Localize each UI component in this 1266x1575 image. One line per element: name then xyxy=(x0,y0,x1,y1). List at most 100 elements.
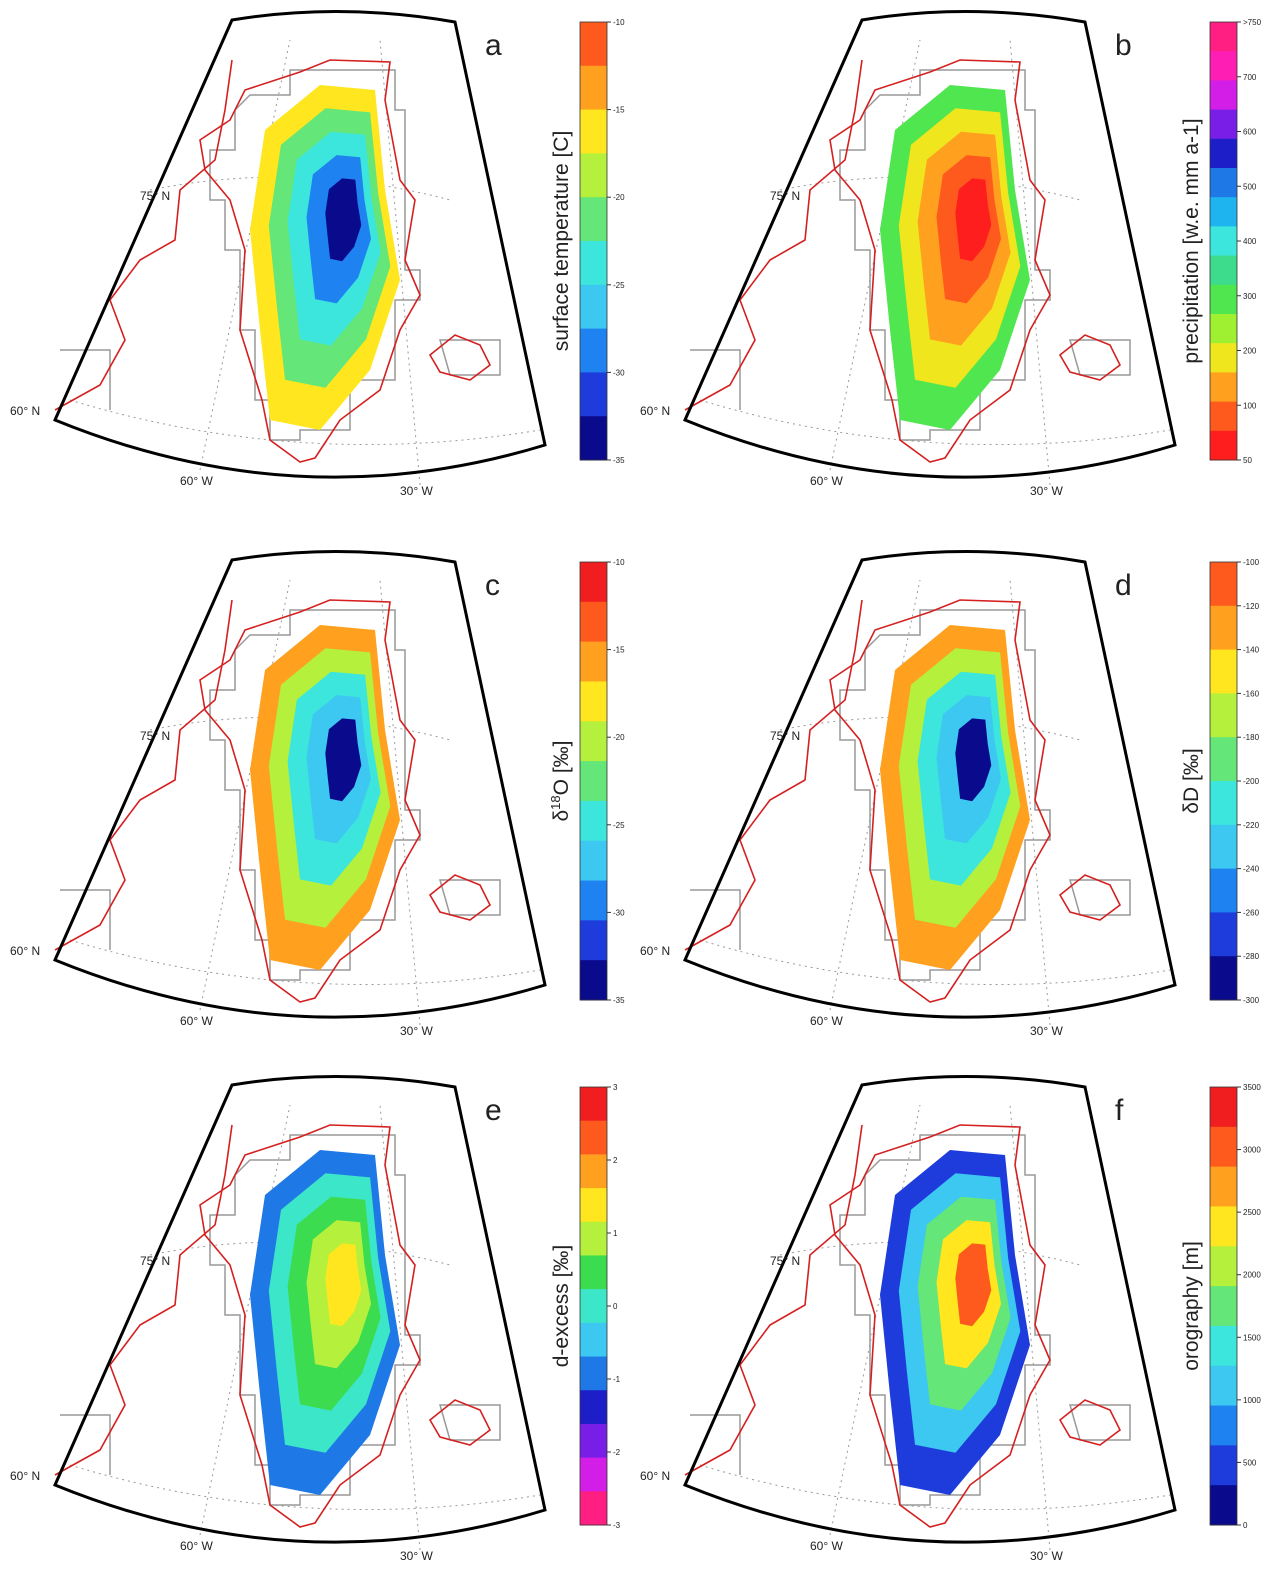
coastline xyxy=(54,1124,492,1528)
colorbar-band xyxy=(580,1087,607,1122)
model-grid-outline xyxy=(60,69,501,441)
colorbar-band xyxy=(580,960,607,1001)
colorbar-band xyxy=(580,197,607,242)
colorbar-band xyxy=(1210,168,1237,198)
colorbar-tick-label: >750 xyxy=(1243,18,1262,27)
colorbar-band xyxy=(1210,255,1237,286)
coastline xyxy=(684,599,1122,1003)
map-panel: e 75° N 60° N 60° W 30° W 3 2 1 0 -1 -2 -3 d-excess … xyxy=(10,1075,621,1563)
colorbar-band xyxy=(1210,1365,1237,1407)
colorbar-band xyxy=(580,562,607,603)
colorbar-band xyxy=(580,1221,607,1256)
latitude-label: 60° N xyxy=(10,404,40,418)
latitude-label: 75° N xyxy=(770,1254,800,1268)
colorbar-tick-label: -220 xyxy=(1243,821,1260,830)
colorbar-label-part: O [‰] xyxy=(550,740,573,795)
colorbar-label-part: 18 xyxy=(548,795,563,809)
colorbar-tick-label: 0 xyxy=(1243,1521,1248,1530)
coastline xyxy=(54,599,492,1003)
colorbar-band xyxy=(1210,1087,1237,1128)
colorbar-band xyxy=(580,1390,607,1425)
colorbar-label: δD [‰] xyxy=(1180,748,1203,813)
colorbar-label-part: δ xyxy=(550,810,573,822)
colorbar-band xyxy=(1210,138,1237,169)
colorbar-band xyxy=(1210,1286,1237,1327)
colorbar-tick-label: 300 xyxy=(1243,292,1257,301)
colorbar-tick-label: 2000 xyxy=(1243,1271,1261,1280)
map-panel: d 75° N 60° N 60° W 30° W -100 -120 -140 -160 -18… xyxy=(640,550,1260,1038)
colorbar-tick-label: -2 xyxy=(613,1448,621,1457)
colorbar-tick-label: -15 xyxy=(613,646,625,655)
colorbar-tick-label: -10 xyxy=(613,18,625,27)
map-border xyxy=(53,550,547,1019)
longitude-label: 30° W xyxy=(400,1024,433,1038)
colorbar-label-part: surface temperature [C] xyxy=(550,131,573,352)
colorbar-label: orography [m] xyxy=(1180,1241,1203,1371)
colorbar-tick-label: 3000 xyxy=(1243,1146,1261,1155)
colorbar-frame xyxy=(579,21,608,461)
colorbar-band xyxy=(580,416,607,461)
ice-field xyxy=(325,718,362,802)
colorbar-band xyxy=(580,1423,607,1459)
longitude-label: 60° W xyxy=(180,1014,213,1028)
colorbar-band xyxy=(580,1120,607,1155)
colorbar-band xyxy=(580,65,607,111)
colorbar-band xyxy=(1210,22,1237,52)
colorbar-label-part: d-excess [‰] xyxy=(550,1245,573,1368)
colorbar-tick-label: 700 xyxy=(1243,73,1257,82)
colorbar-tick-label: 3500 xyxy=(1243,1083,1261,1092)
colorbar-tick-label: -20 xyxy=(613,193,625,202)
ice-field xyxy=(955,178,992,262)
colorbar-tick-label: 1500 xyxy=(1243,1333,1261,1342)
latitude-label: 75° N xyxy=(770,729,800,743)
colorbar-band xyxy=(1210,912,1237,957)
colorbar-band xyxy=(1210,51,1237,81)
colorbar-band xyxy=(1210,284,1237,315)
colorbar-label: d-excess [‰] xyxy=(550,1245,573,1368)
colorbar-band xyxy=(1210,1126,1237,1168)
colorbar-band xyxy=(580,800,607,842)
colorbar-tick-label: 1000 xyxy=(1243,1396,1261,1405)
latitude-label: 75° N xyxy=(140,189,170,203)
colorbar-label: surface temperature [C] xyxy=(550,131,573,352)
colorbar-tick-label: 200 xyxy=(1243,347,1257,356)
ice-field xyxy=(325,1243,362,1327)
colorbar-label: δ18O [‰] xyxy=(548,740,573,821)
latitude-label: 60° N xyxy=(640,944,670,958)
colorbar-tick-label: -20 xyxy=(613,733,625,742)
colorbar-tick-label: -300 xyxy=(1243,996,1260,1005)
colorbar-tick-label: -25 xyxy=(613,821,625,830)
colorbar-band xyxy=(580,601,607,643)
map-border xyxy=(53,1075,547,1544)
colorbar-label-part: orography [m] xyxy=(1180,1241,1203,1371)
model-grid-outline xyxy=(60,609,501,981)
colorbar-tick-label: 500 xyxy=(1243,182,1257,191)
colorbar-band xyxy=(1210,1206,1237,1247)
longitude-label: 60° W xyxy=(810,474,843,488)
colorbar-label-part: δD [‰] xyxy=(1180,748,1203,813)
colorbar-band xyxy=(580,880,607,921)
panel-letter: c xyxy=(485,569,500,602)
longitude-label: 30° W xyxy=(400,1549,433,1563)
panel-letter: a xyxy=(485,29,502,62)
colorbar-band xyxy=(580,681,607,722)
longitude-label: 60° W xyxy=(180,1539,213,1553)
latitude-label: 75° N xyxy=(770,189,800,203)
colorbar-tick-label: 100 xyxy=(1243,401,1257,410)
colorbar-tick-label: -160 xyxy=(1243,689,1260,698)
colorbar-band xyxy=(580,328,607,373)
colorbar-tick-label: -35 xyxy=(613,456,625,465)
colorbar-band xyxy=(1210,605,1237,651)
latitude-label: 60° N xyxy=(640,404,670,418)
colorbar-label-part: precipitation [w.e. mm a-1] xyxy=(1180,118,1203,363)
colorbar-band xyxy=(1210,1166,1237,1207)
colorbar-band xyxy=(1210,80,1237,111)
colorbar-tick-label: -3 xyxy=(613,1521,621,1530)
colorbar-band xyxy=(580,1491,607,1526)
colorbar-band xyxy=(1210,109,1237,140)
colorbar-band xyxy=(1210,314,1237,344)
colorbar-band xyxy=(1210,562,1237,607)
colorbar-tick-label: 400 xyxy=(1243,237,1257,246)
panel-letter: f xyxy=(1115,1094,1124,1127)
colorbar-band xyxy=(580,1154,607,1189)
